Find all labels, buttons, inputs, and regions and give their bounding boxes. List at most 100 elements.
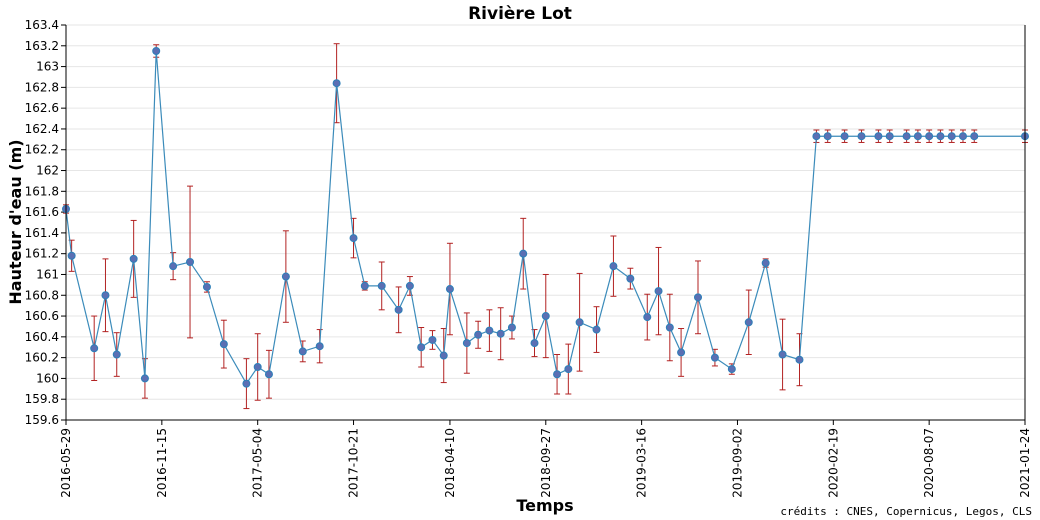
data-point [315,342,324,351]
x-axis-ticks: 2016-05-29 2016-11-15 2017-05-04 2017-10-21… [59,420,1032,498]
data-point [169,262,178,271]
data-point [140,374,149,383]
data-point [202,282,211,291]
y-tick-label: 161 [36,267,59,281]
data-point [90,344,99,353]
data-point [626,274,635,283]
data-point [694,293,703,302]
data-point [332,79,341,88]
error-bars [63,43,1028,410]
data-point [885,132,894,141]
y-tick-label: 160 [36,371,59,385]
data-point [812,132,821,141]
data-point [609,262,618,271]
y-tick-label: 163.2 [25,39,59,53]
data-point [377,281,386,290]
data-point [485,326,494,335]
data-point [575,318,584,327]
data-point [264,370,273,379]
credits-text: crédits : CNES, Copernicus, Legos, CLS [780,505,1032,518]
x-tick-label: 2017-10-21 [347,428,361,498]
x-tick-label: 2016-11-15 [155,428,169,498]
x-tick-label: 2016-05-29 [59,428,73,498]
y-tick-label: 159.6 [25,413,59,427]
data-point [970,132,979,141]
data-point [428,335,437,344]
data-point [242,379,251,388]
data-point [112,350,121,359]
data-point [744,318,753,327]
x-tick-label: 2018-04-10 [443,428,457,498]
y-tick-label: 160.4 [25,330,59,344]
y-tick-label: 160.2 [25,351,59,365]
data-point [795,355,804,364]
data-point [445,285,454,294]
data-point [874,132,883,141]
data-point [281,272,290,281]
data-point [778,350,787,359]
data-point [360,281,369,290]
data-point [474,330,483,339]
data-point [665,323,674,332]
data-point [101,291,110,300]
data-point [727,365,736,374]
data-point [643,313,652,322]
grid-lines [66,24,1025,421]
data-point [592,325,601,334]
data-point [405,281,414,290]
x-tick-label: 2017-05-04 [251,428,265,498]
data-point [677,348,686,357]
data-point [857,132,866,141]
data-point [654,287,663,296]
y-tick-label: 162.8 [25,80,59,94]
data-point [710,353,719,362]
y-tick-label: 161.4 [25,226,59,240]
data-point [902,132,911,141]
data-point [417,343,426,352]
y-tick-label: 163.4 [25,18,59,32]
data-point [947,132,956,141]
y-tick-label: 162.6 [25,101,59,115]
data-point [496,329,505,338]
data-point [298,347,307,356]
data-point [913,132,922,141]
y-tick-label: 161.8 [25,184,59,198]
data-point [925,132,934,141]
data-point [564,365,573,374]
chart-title: Rivière Lot [468,4,572,24]
x-tick-label: 2018-09-27 [539,428,553,498]
data-point [530,339,539,348]
data-point [439,351,448,360]
y-tick-label: 161.2 [25,247,59,261]
x-axis-title: Temps [516,496,573,515]
data-point [840,132,849,141]
y-tick-label: 162.4 [25,122,59,136]
data-point [519,249,528,258]
data-point [507,323,516,332]
data-point [541,312,550,321]
y-tick-label: 160.6 [25,309,59,323]
y-axis-title: Hauteur d'eau (m) [6,139,25,304]
y-tick-label: 160.8 [25,288,59,302]
x-tick-label: 2019-09-02 [730,428,744,498]
data-point [823,132,832,141]
x-tick-label: 2020-02-19 [826,428,840,498]
y-axis-ticks: 159.6 159.8 160 160.2 160.4 160.6 160.8 161 161.… [25,18,66,427]
x-tick-label: 2021-01-24 [1018,428,1032,498]
data-point [219,340,228,349]
data-point [958,132,967,141]
y-tick-label: 161.6 [25,205,59,219]
data-point [129,254,138,263]
x-tick-label: 2019-03-16 [635,428,649,498]
y-tick-label: 162.2 [25,143,59,157]
data-point [349,234,358,243]
data-point [186,258,195,266]
data-point [394,305,403,314]
data-point [67,251,76,260]
data-point [936,132,945,141]
data-point [253,362,262,371]
data-point [553,370,562,379]
y-tick-label: 159.8 [25,392,59,406]
x-tick-label: 2020-08-07 [922,428,936,498]
